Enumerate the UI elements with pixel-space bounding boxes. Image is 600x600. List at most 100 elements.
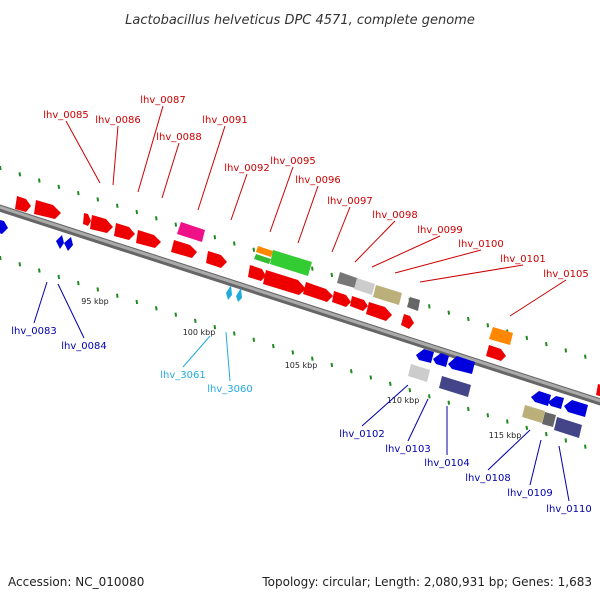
label-leader-line <box>361 384 409 427</box>
gene-arrow[interactable] <box>303 282 333 302</box>
label-leader-line <box>407 398 429 442</box>
gene-arrow[interactable] <box>486 345 506 361</box>
label-leader-line <box>394 249 482 274</box>
gene-box[interactable] <box>407 297 420 311</box>
gene-arrow[interactable] <box>0 219 8 234</box>
gene-label[interactable]: lhv_0108 <box>465 473 510 484</box>
tick-mark <box>311 356 314 361</box>
tick-mark <box>135 299 139 305</box>
tick-mark <box>38 178 41 183</box>
gene-box[interactable] <box>542 412 556 427</box>
gene-box[interactable] <box>408 364 430 382</box>
tick-mark <box>252 337 256 342</box>
gene-label[interactable]: lhv_0092 <box>224 163 269 174</box>
gene-arrow[interactable] <box>83 213 91 226</box>
label-leader-line <box>419 264 524 283</box>
gene-label[interactable]: lhv_0110 <box>546 504 591 515</box>
gene-arrow[interactable] <box>332 291 351 307</box>
tick-mark <box>350 369 353 374</box>
label-leader-line <box>137 105 164 193</box>
gene-arrow[interactable] <box>263 270 306 295</box>
gene-label[interactable]: lhv_0103 <box>385 444 430 455</box>
tick-mark <box>408 387 412 393</box>
gene-arrow[interactable] <box>596 384 600 399</box>
gene-arrow[interactable] <box>15 196 31 212</box>
gene-label[interactable]: lhv_0098 <box>372 210 417 221</box>
gene-box[interactable] <box>254 254 271 264</box>
tick-mark <box>467 316 470 322</box>
gene-box[interactable] <box>337 272 357 288</box>
gene-box[interactable] <box>270 250 312 276</box>
gene-label[interactable]: lhv_0087 <box>140 95 185 106</box>
tick-mark <box>213 325 217 330</box>
gene-arrow[interactable] <box>136 230 161 248</box>
gene-box[interactable] <box>439 376 471 397</box>
rna-arrow[interactable] <box>226 285 232 300</box>
gene-label[interactable]: lhv_0097 <box>327 196 372 207</box>
tick-marks <box>0 165 587 449</box>
gene-label[interactable]: lhv_0100 <box>458 239 503 250</box>
gene-arrow[interactable] <box>401 314 414 329</box>
tick-mark <box>525 335 529 340</box>
gene-arrow[interactable] <box>56 235 64 249</box>
label-leader-line <box>112 125 119 186</box>
gene-label[interactable]: lhv_0105 <box>543 269 588 280</box>
tick-mark <box>116 203 119 208</box>
tick-mark <box>389 381 392 386</box>
gene-label[interactable]: lhv_0083 <box>11 326 56 337</box>
tick-mark <box>506 419 509 424</box>
gene-label[interactable]: lhv_0109 <box>507 488 552 499</box>
gene-label[interactable]: lhv_0088 <box>156 132 201 143</box>
gene-label[interactable]: lhv_0102 <box>339 429 384 440</box>
label-leader-line <box>529 439 542 486</box>
gene-arrow[interactable] <box>114 223 135 240</box>
gene-label[interactable]: lhv_0099 <box>417 225 462 236</box>
tick-mark <box>174 312 178 317</box>
gene-arrow[interactable] <box>90 215 113 233</box>
gene-arrow[interactable] <box>34 200 61 219</box>
gene-arrow[interactable] <box>531 391 551 406</box>
gene-arrow[interactable] <box>366 302 392 321</box>
gene-box[interactable] <box>373 285 402 305</box>
gene-arrow[interactable] <box>416 349 434 363</box>
gene-label[interactable]: lhv_0101 <box>500 254 545 265</box>
gene-box[interactable] <box>554 417 582 438</box>
gene-arrow[interactable] <box>548 396 564 409</box>
gene-box[interactable] <box>489 327 513 345</box>
gene-arrow[interactable] <box>350 296 368 311</box>
scale-label: 115 kbp <box>489 431 522 440</box>
map-title: Lactobacillus helveticus DPC 4571, compl… <box>125 13 475 28</box>
tick-mark <box>57 184 61 190</box>
tick-mark <box>213 235 217 240</box>
gene-label[interactable]: lhv_0104 <box>424 458 469 469</box>
gene-arrow[interactable] <box>206 251 227 268</box>
gene-box[interactable] <box>522 405 545 423</box>
gene-label[interactable]: lhv_0091 <box>202 115 247 126</box>
gene-label[interactable]: lhv_3061 <box>160 370 205 381</box>
tick-mark <box>135 209 139 215</box>
gene-label[interactable]: lhv_0086 <box>95 115 140 126</box>
gene-label[interactable]: lhv_0084 <box>61 341 106 352</box>
backbone <box>0 204 600 406</box>
gene-arrow[interactable] <box>171 240 197 258</box>
gene-label[interactable]: lhv_0096 <box>295 175 340 186</box>
gene-label[interactable]: lhv_3060 <box>207 384 252 395</box>
gene-arrow[interactable] <box>64 237 73 251</box>
gene-box[interactable] <box>177 222 205 242</box>
gene-arrow[interactable] <box>433 353 449 367</box>
gene-label[interactable]: lhv_0095 <box>270 156 315 167</box>
gene-arrow[interactable] <box>448 356 475 374</box>
tick-mark <box>155 306 158 311</box>
gene-arrow[interactable] <box>248 265 266 281</box>
tick-mark <box>447 310 451 315</box>
gene-box[interactable] <box>256 246 273 257</box>
tick-mark <box>584 444 587 449</box>
scale-label: 110 kbp <box>387 396 420 405</box>
gene-box[interactable] <box>354 278 375 295</box>
tick-mark <box>564 438 568 443</box>
rna-arrow[interactable] <box>236 288 242 302</box>
gene-label[interactable]: lhv_0085 <box>43 110 88 121</box>
gene-arrow[interactable] <box>564 400 588 417</box>
